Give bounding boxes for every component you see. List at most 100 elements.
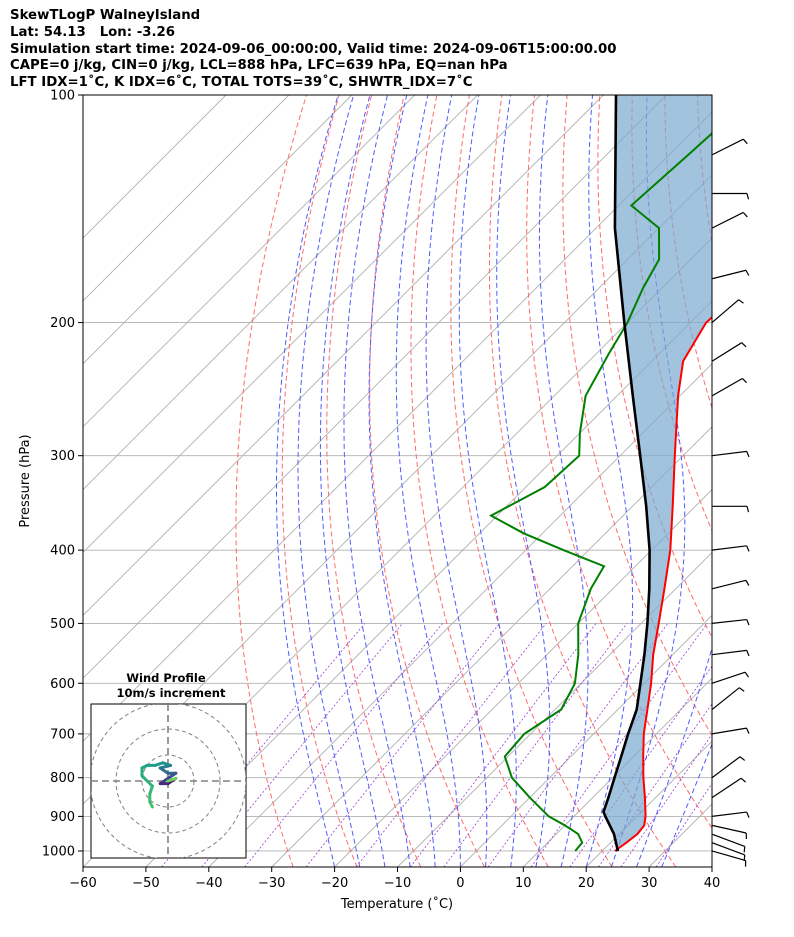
wind-barb-staff [711,579,747,590]
wind-barb-half [746,193,750,200]
isotherm-line [83,95,667,679]
wind-barb-staff [711,687,740,711]
wind-barb-half [741,378,748,384]
moist-adiabat [395,95,461,867]
wind-barb-half [746,506,750,513]
wind-barb-staff [711,850,746,862]
moist-adiabat [585,95,634,867]
mixing-ratio-line [530,623,708,867]
wind-barb [711,450,750,458]
wind-barb-staff [711,842,745,856]
wind-barb [711,850,747,867]
profile-lines [488,95,712,852]
y-tick-label: 100 [50,89,75,104]
dry-adiabat [326,95,422,867]
wind-barb-half [741,342,747,348]
moist-adiabat [343,95,411,867]
axis-ticks: −60 −50 −40 −30 −20 −10 0 10 20 30 40 1000 900 800 700… [42,89,720,892]
wind-barb [711,579,750,590]
moist-adiabat [458,95,517,867]
wind-barb [711,299,744,324]
wind-barb [712,192,750,200]
dry-adiabat [526,95,712,829]
wind-barb-half [745,580,750,586]
wind-barb [711,377,748,397]
dry-adiabat [488,95,677,867]
y-tick-label: 1000 [42,844,75,859]
wind-barb-staff [711,649,747,656]
parcel-line [602,95,651,852]
y-tick-label: 600 [50,677,75,692]
mixing-ratio-line [201,623,403,867]
y-tick-label: 300 [50,449,75,464]
wind-barb-half [742,212,748,218]
moist-adiabat [368,95,436,867]
hodograph-title: Wind Profile [126,671,206,685]
wind-barb-half [746,451,750,458]
stability-indices: LFT IDX=1˚C, K IDX=6˚C, TOTAL TOTS=39˚C,… [10,75,473,91]
isotherm-line [775,95,794,867]
wind-barb-half [746,545,750,552]
wind-barb-half [743,854,746,861]
x-tick-label: 40 [704,876,721,891]
wind-barb [711,842,746,861]
isotherm-line [83,95,227,239]
isotherm-line [83,95,290,302]
mixing-ratio-line [487,623,669,867]
dry-adiabat [597,95,712,639]
wind-barb-half [742,138,748,145]
shaded-region [603,95,712,851]
wind-barb-staff [711,269,747,280]
x-axis-label: Temperature (˚C) [340,896,453,912]
y-tick-label: 200 [50,316,75,331]
dry-adiabat [369,95,485,867]
wind-barbs [711,138,750,867]
moist-adiabat [425,95,488,867]
convective-parameters: CAPE=0 j/kg, CIN=0 j/kg, LCL=888 hPa, LF… [10,58,508,74]
moist-adiabat [636,646,712,867]
mixing-ratio-line [305,623,500,867]
mixing-ratio-line [443,623,628,867]
wind-barb-half [739,756,746,761]
x-tick-label: −20 [321,876,348,891]
isotherm-line [83,95,353,365]
wind-barb-half [746,650,750,657]
wind-barb [711,649,750,657]
isotherm-line [397,551,712,867]
isotherm-line [145,300,712,867]
wind-barb-staff [711,811,747,817]
isotherm-line [522,677,712,867]
wind-barb-staff [711,833,745,847]
dry-adiabat [235,95,307,867]
y-tick-label: 400 [50,544,75,559]
dry-adiabat [450,95,613,867]
isotherm-line [83,95,478,491]
wind-barb-half [740,777,747,783]
wind-barb-staff [711,342,742,362]
chart-header: SkewTLogP WalneyIsland Lat: 54.13 Lon: -… [10,8,617,92]
temperature-line [614,315,712,852]
dry-adiabat [281,95,358,867]
wind-barb-half [746,811,750,818]
simulation-times: Simulation start time: 2024-09-06_00:00:… [10,41,617,57]
wind-barb-staff [711,618,747,625]
wind-barb [711,342,747,362]
wind-barb [711,618,750,626]
y-axis-label: Pressure (hPa) [18,434,33,527]
hodograph-segment [166,771,178,780]
moist-adiabat [496,95,551,867]
isotherm-line [460,614,712,867]
isotherm-line [334,488,712,867]
wind-barb-half [746,619,750,626]
wind-barb-staff [711,824,747,834]
hodograph-segment [158,766,170,775]
x-tick-label: −60 [69,876,96,891]
wind-barb-staff [711,377,743,397]
hodograph-subtitle: 10m/s increment [117,686,226,700]
wind-barb-half [738,299,744,304]
y-tick-label: 800 [50,771,75,786]
wind-barb-staff [711,727,747,735]
isotherm-line [83,95,416,428]
wind-barb [712,505,750,513]
wind-barb-staff [711,545,747,551]
